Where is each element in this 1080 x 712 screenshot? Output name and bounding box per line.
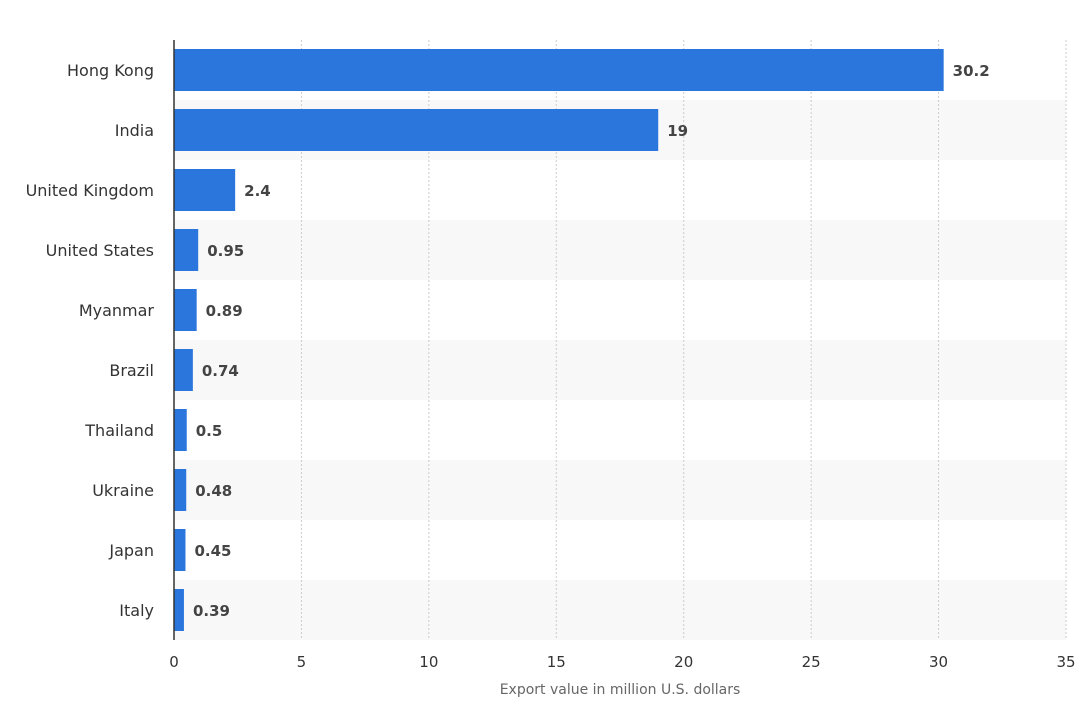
data-label: 0.45: [194, 542, 231, 560]
data-label: 0.39: [193, 602, 230, 620]
data-label: 0.95: [207, 242, 244, 260]
x-axis-title: Export value in million U.S. dollars: [500, 682, 741, 698]
data-label: 2.4: [244, 182, 271, 200]
x-tick-label: 15: [547, 653, 566, 671]
bar[interactable]: [174, 169, 236, 211]
x-tick-label: 35: [1056, 653, 1075, 671]
bar[interactable]: [174, 229, 199, 271]
x-tick-label: 30: [929, 653, 948, 671]
x-tick-label: 20: [674, 653, 693, 671]
data-label: 30.2: [953, 62, 990, 80]
data-label: 0.89: [206, 302, 243, 320]
data-label: 0.5: [196, 422, 223, 440]
bar-series: [174, 49, 944, 631]
category-labels: Hong Kong India United Kingdom United State…: [26, 61, 155, 620]
data-label: 0.48: [195, 482, 232, 500]
data-label: 19: [667, 122, 688, 140]
bar[interactable]: [174, 349, 193, 391]
category-label: Italy: [119, 601, 154, 620]
bar[interactable]: [174, 289, 197, 331]
bar[interactable]: [174, 409, 187, 451]
x-tick-label: 0: [169, 653, 179, 671]
x-tick-label: 10: [419, 653, 438, 671]
row-band: [174, 220, 1066, 280]
bar[interactable]: [174, 529, 186, 571]
category-label: United States: [46, 241, 154, 260]
bar[interactable]: [174, 49, 944, 91]
x-tick-label: 25: [802, 653, 821, 671]
x-tick-labels: 0 5 10 15 20 25 30 35: [169, 653, 1075, 671]
row-bands: [174, 100, 1066, 640]
category-label: United Kingdom: [26, 181, 154, 200]
category-label: India: [115, 121, 154, 140]
bar[interactable]: [174, 589, 184, 631]
category-label: Myanmar: [79, 301, 155, 320]
bar[interactable]: [174, 469, 187, 511]
row-band: [174, 460, 1066, 520]
row-band: [174, 340, 1066, 400]
category-label: Hong Kong: [67, 61, 154, 80]
category-label: Japan: [108, 541, 154, 560]
category-label: Ukraine: [92, 481, 154, 500]
data-label: 0.74: [202, 362, 239, 380]
category-label: Thailand: [84, 421, 154, 440]
row-band: [174, 580, 1066, 640]
data-labels: 30.2 19 2.4 0.95 0.89 0.74 0.5 0.48 0.45 0.39: [193, 62, 990, 620]
category-label: Brazil: [109, 361, 154, 380]
bar[interactable]: [174, 109, 659, 151]
x-tick-label: 5: [297, 653, 307, 671]
